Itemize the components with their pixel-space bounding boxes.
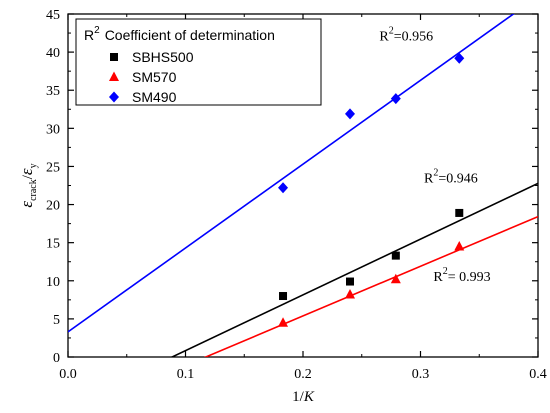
legend-label-sm490: SM490 (132, 89, 177, 105)
y-tick-label: 5 (53, 313, 60, 328)
point-sm490 (345, 108, 355, 120)
y-axis-title-sub: crack (28, 179, 39, 201)
point-sm570 (390, 273, 401, 284)
y-axis-title: εcrack/εy (17, 163, 39, 207)
legend-marker-sm490 (109, 91, 119, 103)
y-tick-label: 15 (46, 237, 60, 252)
y-axis-title-eps2: ε (17, 168, 36, 175)
r2-r: R (433, 270, 443, 285)
r2-label-sm570: R2= 0.993 (433, 266, 490, 285)
point-sbhs500 (391, 251, 400, 260)
legend-box (75, 18, 322, 106)
point-sbhs500 (346, 277, 354, 286)
y-tick-label: 0 (53, 351, 60, 366)
fit-line-sm490 (68, 14, 515, 333)
point-sm570 (278, 317, 289, 327)
r2-r: R (424, 171, 434, 186)
fit-line-sm570 (203, 215, 538, 357)
r2-label-sm490: R2=0.956 (379, 26, 433, 45)
r2-value: =0.946 (438, 171, 477, 186)
x-axis-title-num: 1/ (292, 389, 305, 405)
y-axis-title-slash: / (20, 174, 36, 179)
x-axis-title-var: K (303, 389, 315, 405)
legend: R2 Coefficient of determination SBHS500 SM5… (75, 18, 322, 106)
y-axis-title-sub2: y (28, 163, 39, 168)
y-tick-label: 20 (46, 199, 60, 214)
y-axis-title-eps: ε (17, 201, 36, 208)
legend-marker-sm570 (109, 71, 119, 81)
x-tick-label: 0.2 (294, 367, 312, 382)
r2-label-sbhs500: R2=0.946 (424, 167, 478, 186)
point-sm490 (278, 182, 289, 194)
y-tick-label: 10 (46, 275, 60, 290)
legend-marker-sbhs500 (110, 53, 118, 61)
x-tick-label: 0.1 (177, 367, 195, 382)
legend-header-r: R (84, 27, 94, 43)
point-sm490 (390, 93, 401, 105)
y-tick-label: 45 (46, 8, 60, 23)
legend-label-sbhs500: SBHS500 (132, 49, 194, 65)
y-tick-label: 30 (46, 122, 60, 137)
legend-label-sm570: SM570 (132, 69, 177, 85)
data-points (278, 52, 465, 327)
legend-header: R2 Coefficient of determination (84, 25, 275, 43)
x-tick-label: 0.0 (59, 367, 77, 382)
point-sbhs500 (279, 292, 288, 301)
legend-header-exp: 2 (94, 25, 100, 36)
y-tick-label: 40 (46, 46, 60, 61)
point-sm570 (345, 288, 355, 299)
point-sm570 (454, 240, 465, 251)
point-sbhs500 (455, 208, 464, 217)
r2-exp: 2 (433, 167, 438, 178)
r2-exp: 2 (389, 26, 394, 37)
y-tick-label: 35 (46, 84, 60, 99)
fit-line-sbhs500 (170, 182, 538, 357)
r2-r: R (379, 30, 389, 45)
y-tick-label: 25 (46, 160, 60, 175)
x-tick-label: 0.3 (412, 367, 430, 382)
point-sm490 (454, 52, 465, 64)
r2-value: = 0.993 (448, 270, 491, 285)
x-axis-title: 1/K (292, 389, 315, 405)
r2-exp: 2 (443, 266, 448, 277)
x-tick-label: 0.4 (529, 367, 547, 382)
legend-header-text: Coefficient of determination (105, 27, 275, 43)
r2-value: =0.956 (394, 30, 433, 45)
